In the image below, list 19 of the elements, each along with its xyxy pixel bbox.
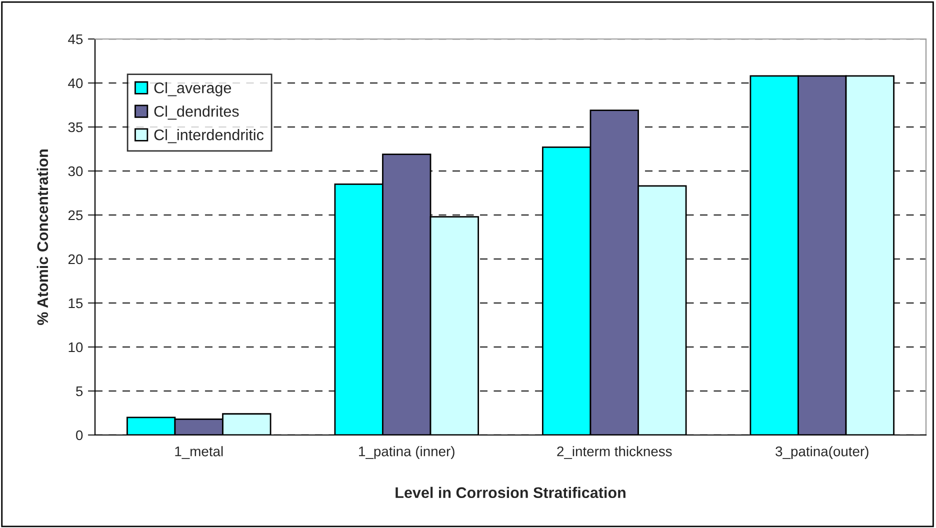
y-tick-label: 5 bbox=[76, 386, 83, 396]
x-tick-label: 1_metal bbox=[175, 446, 223, 459]
y-tick-label: 45 bbox=[68, 34, 83, 44]
x-tick-label: 2_interm thickness bbox=[557, 446, 672, 459]
x-tick-label: 1_patina (inner) bbox=[359, 446, 454, 460]
x-tick-label: 3_patina(outer) bbox=[776, 446, 868, 460]
y-tick-label: 20 bbox=[68, 254, 83, 264]
legend-label: Cl_dendrites bbox=[154, 106, 239, 120]
y-tick-label: 40 bbox=[68, 78, 83, 88]
y-tick-label: 15 bbox=[68, 298, 83, 308]
y-tick-label: 10 bbox=[68, 342, 83, 352]
y-tick-label: 35 bbox=[68, 122, 83, 132]
x-axis-title: Level in Corrosion Stratification bbox=[396, 486, 626, 498]
legend-label: Cl_average bbox=[154, 82, 231, 96]
y-tick-label: 30 bbox=[68, 166, 83, 176]
y-axis-title: % Atomic Concentration bbox=[36, 150, 48, 326]
legend-label: Cl_interdendritic bbox=[154, 129, 264, 144]
y-tick-label: 0 bbox=[76, 430, 83, 440]
y-tick-label: 25 bbox=[68, 210, 83, 220]
